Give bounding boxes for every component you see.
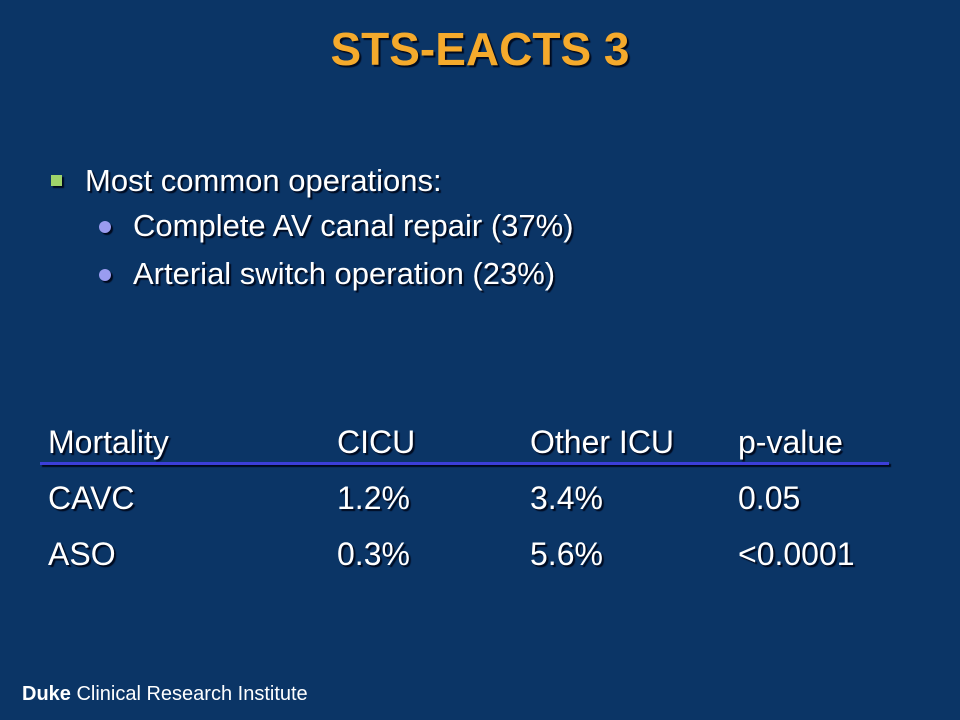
footer: Duke Clinical Research Institute: [22, 683, 308, 706]
table-cell: 0.3%: [337, 536, 410, 572]
table-cell: CAVC: [48, 480, 135, 516]
table-header-cell: p-value: [738, 424, 843, 460]
table-cell: 0.05: [738, 480, 801, 516]
footer-text: Clinical Research Institute: [76, 683, 308, 705]
table-cell: 1.2%: [337, 480, 410, 516]
footer-brand: Duke: [22, 683, 71, 705]
table-header-cell: Mortality: [48, 424, 169, 460]
bullet-icon: [51, 175, 62, 186]
slide-title: STS-EACTS 3: [330, 23, 630, 75]
bullet-text: Most common operations:: [85, 163, 442, 198]
table-cell: 5.6%: [530, 536, 603, 572]
header-rule: [40, 462, 889, 465]
sub-bullet-icon: [99, 269, 111, 281]
sub-bullet-text: Arterial switch operation (23%): [133, 256, 556, 291]
table-header-cell: CICU: [337, 424, 416, 460]
sub-bullet-icon: [99, 221, 111, 233]
table-cell: ASO: [48, 536, 116, 572]
table-cell: <0.0001: [738, 536, 855, 572]
sub-bullet-text: Complete AV canal repair (37%): [133, 208, 574, 243]
table-cell: 3.4%: [530, 480, 603, 516]
table-header-cell: Other ICU: [530, 424, 675, 460]
